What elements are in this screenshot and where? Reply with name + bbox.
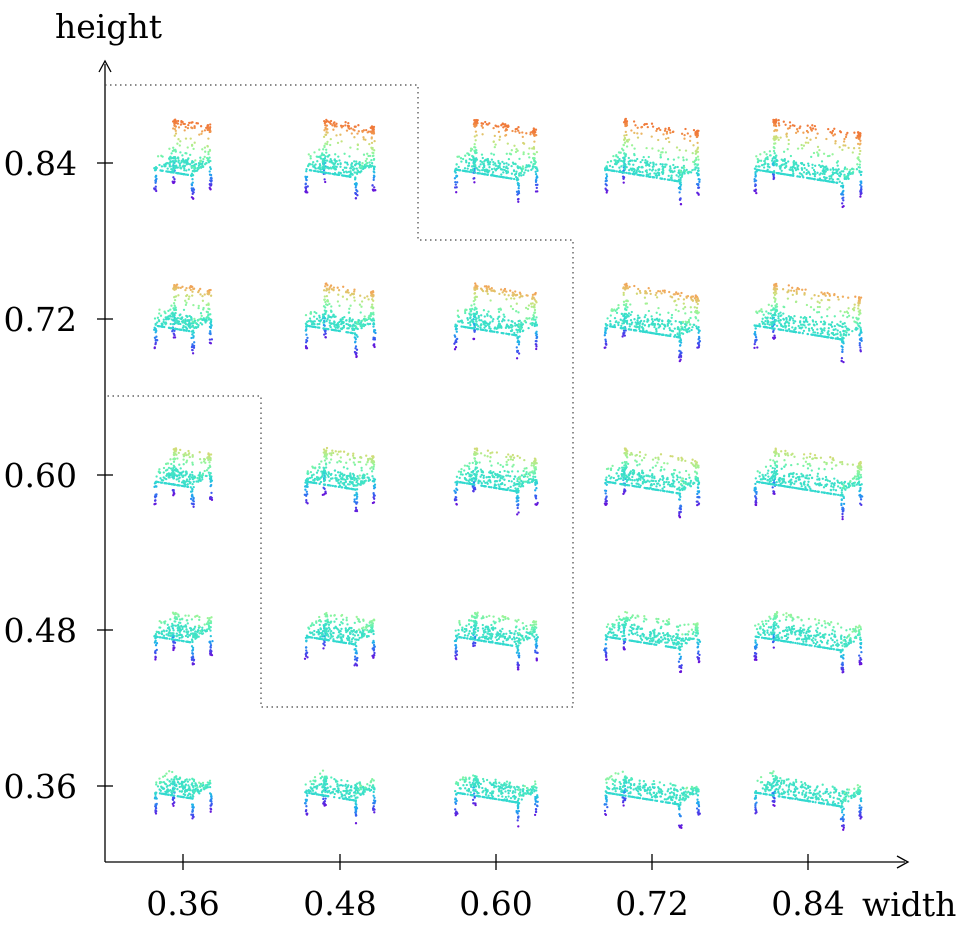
chair-point-cloud [753,118,862,208]
chair-point-cloud [153,283,213,354]
y-tick-label-1: 0.48 [4,611,77,650]
chair-point-cloud [754,770,863,831]
chair-cells [153,118,863,831]
chair-point-cloud [454,119,539,203]
chair-point-cloud [453,447,538,515]
chair-point-cloud [153,447,213,508]
chair-point-cloud [753,611,862,674]
chair-point-cloud [753,448,863,521]
y-tick-label-4: 0.84 [4,144,77,183]
chair-point-cloud [154,770,213,820]
x-tick-label-3: 0.72 [615,884,688,923]
x-tick-label-0: 0.36 [146,884,219,923]
y-tick-label-3: 0.72 [4,300,77,339]
chair-point-cloud [603,611,701,673]
x-tick-label-2: 0.60 [459,884,532,923]
chair-point-cloud [304,447,377,512]
chair-point-cloud [153,612,213,666]
chair-point-cloud [454,612,539,671]
chair-point-cloud [453,282,538,359]
chair-point-cloud [304,769,376,824]
x-axis-label: width [862,885,956,924]
chair-point-cloud [304,119,376,200]
chair-point-cloud [454,774,539,827]
x-tick-label-1: 0.48 [303,884,376,923]
y-tick-label-0: 0.36 [4,767,77,806]
chair-point-cloud [753,283,863,364]
y-tick-label-2: 0.60 [4,456,77,495]
chair-point-cloud [304,612,376,667]
chair-point-cloud [604,771,701,829]
chair-point-cloud [604,118,701,206]
chair-point-cloud [153,119,213,200]
chair-point-cloud [604,447,701,518]
chair-point-cloud [604,283,702,363]
chair-point-cloud [305,282,377,358]
y-axis-label: height [55,7,162,46]
x-tick-label-4: 0.84 [771,884,844,923]
tick-group: 0.36 0.48 0.60 0.72 0.84 0.36 0.48 0.60 0.72 0.84 [4,144,845,923]
